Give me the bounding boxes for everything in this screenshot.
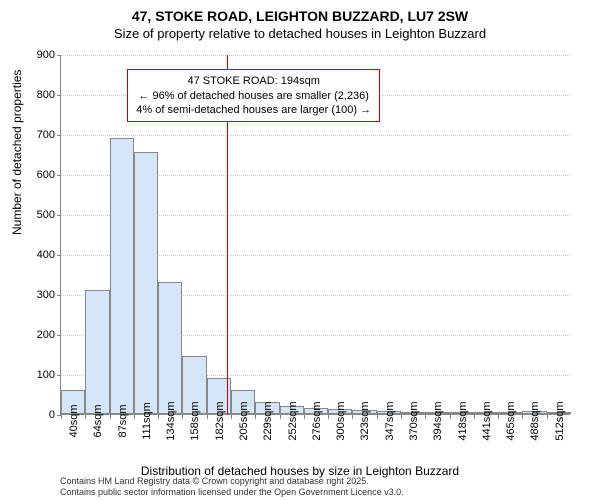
x-tick-mark xyxy=(498,415,499,419)
y-tick-mark xyxy=(57,95,61,96)
x-tick-label: 87sqm xyxy=(113,404,129,437)
y-tick-label: 100 xyxy=(21,369,61,381)
y-tick-mark xyxy=(57,175,61,176)
x-tick-mark xyxy=(474,415,475,419)
x-tick-mark xyxy=(352,415,353,419)
x-tick-mark xyxy=(401,415,402,419)
x-tick-mark xyxy=(110,415,111,419)
x-tick-mark xyxy=(85,415,86,419)
x-tick-label: 64sqm xyxy=(88,404,104,437)
footer-line-1: Contains HM Land Registry data © Crown c… xyxy=(60,476,404,487)
x-tick-mark xyxy=(207,415,208,419)
x-tick-mark xyxy=(522,415,523,419)
y-tick-mark xyxy=(57,215,61,216)
chart-subtitle: Size of property relative to detached ho… xyxy=(0,24,600,41)
x-tick-label: 323sqm xyxy=(355,401,371,440)
x-tick-label: 512sqm xyxy=(550,401,566,440)
x-tick-mark xyxy=(328,415,329,419)
y-tick-label: 400 xyxy=(21,249,61,261)
x-tick-mark xyxy=(304,415,305,419)
x-tick-label: 418sqm xyxy=(453,401,469,440)
x-tick-mark xyxy=(377,415,378,419)
x-tick-mark xyxy=(255,415,256,419)
x-tick-mark xyxy=(280,415,281,419)
x-tick-mark xyxy=(61,415,62,419)
y-tick-label: 0 xyxy=(21,409,61,421)
chart-title: 47, STOKE ROAD, LEIGHTON BUZZARD, LU7 2S… xyxy=(0,0,600,24)
gridline xyxy=(61,135,570,136)
histogram-bar xyxy=(110,138,134,414)
y-tick-label: 600 xyxy=(21,169,61,181)
footer-line-2: Contains public sector information licen… xyxy=(60,487,404,498)
y-tick-label: 900 xyxy=(21,49,61,61)
y-tick-label: 800 xyxy=(21,89,61,101)
x-tick-label: 394sqm xyxy=(428,401,444,440)
histogram-bar xyxy=(85,290,109,414)
x-tick-label: 182sqm xyxy=(210,401,226,440)
y-tick-label: 200 xyxy=(21,329,61,341)
x-tick-label: 300sqm xyxy=(331,401,347,440)
x-tick-mark xyxy=(231,415,232,419)
annotation-line-3: 4% of semi-detached houses are larger (1… xyxy=(136,103,371,117)
x-tick-mark xyxy=(547,415,548,419)
y-axis-label: Number of detached properties xyxy=(10,70,24,235)
x-tick-mark xyxy=(425,415,426,419)
y-tick-mark xyxy=(57,135,61,136)
y-tick-mark xyxy=(57,295,61,296)
y-tick-mark xyxy=(57,255,61,256)
y-tick-label: 700 xyxy=(21,129,61,141)
gridline xyxy=(61,55,570,56)
x-tick-label: 134sqm xyxy=(161,401,177,440)
x-tick-label: 205sqm xyxy=(234,401,250,440)
annotation-box: 47 STOKE ROAD: 194sqm← 96% of detached h… xyxy=(127,69,380,122)
x-tick-label: 276sqm xyxy=(307,401,323,440)
x-tick-mark xyxy=(182,415,183,419)
x-tick-label: 488sqm xyxy=(525,401,541,440)
y-tick-mark xyxy=(57,55,61,56)
y-tick-label: 500 xyxy=(21,209,61,221)
x-tick-label: 111sqm xyxy=(137,402,153,440)
x-tick-label: 465sqm xyxy=(501,401,517,440)
x-tick-mark xyxy=(134,415,135,419)
x-tick-label: 347sqm xyxy=(380,401,396,440)
y-tick-mark xyxy=(57,375,61,376)
annotation-line-1: 47 STOKE ROAD: 194sqm xyxy=(136,74,371,88)
y-tick-mark xyxy=(57,335,61,336)
histogram-bar xyxy=(134,152,158,414)
histogram-bar xyxy=(158,282,182,414)
x-tick-label: 252sqm xyxy=(283,401,299,440)
x-tick-mark xyxy=(450,415,451,419)
annotation-line-2: ← 96% of detached houses are smaller (2,… xyxy=(136,89,371,103)
chart-area: 010020030040050060070080090040sqm64sqm87… xyxy=(60,55,570,415)
x-tick-label: 229sqm xyxy=(258,401,274,440)
x-tick-label: 40sqm xyxy=(64,404,80,437)
x-tick-mark xyxy=(158,415,159,419)
footer-attribution: Contains HM Land Registry data © Crown c… xyxy=(60,476,404,498)
x-tick-label: 370sqm xyxy=(404,401,420,440)
y-tick-label: 300 xyxy=(21,289,61,301)
plot-region: 010020030040050060070080090040sqm64sqm87… xyxy=(60,55,570,415)
x-tick-label: 158sqm xyxy=(185,401,201,440)
x-tick-label: 441sqm xyxy=(477,401,493,440)
